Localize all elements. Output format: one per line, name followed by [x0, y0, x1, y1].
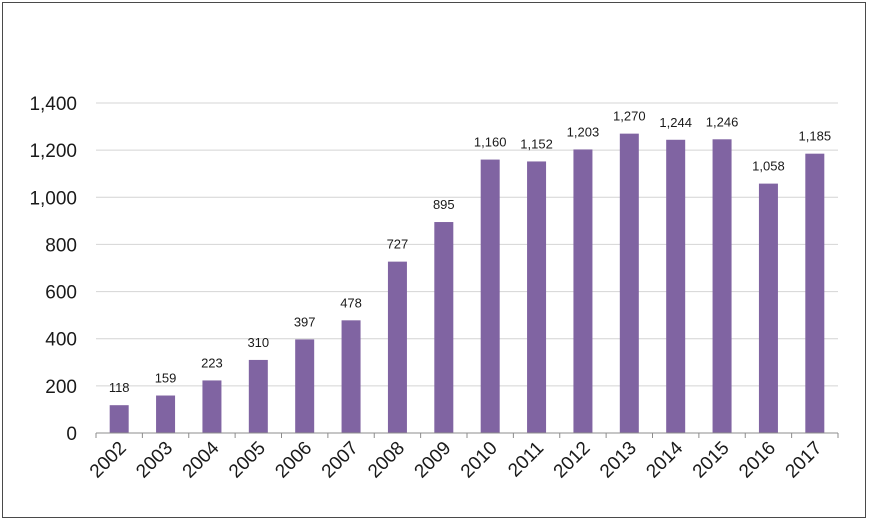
data-label-2004: 223	[201, 355, 223, 370]
data-label-2009: 895	[433, 197, 455, 212]
y-tick-label: 200	[45, 377, 77, 398]
bar-2005	[248, 359, 268, 433]
x-tick-label-2015: 2015	[689, 438, 734, 483]
x-axis-ticks: 2002 2003 2004 2005 2006 2007 2008 2009 2010 2011…	[86, 437, 826, 482]
data-label-2011: 1,152	[520, 136, 553, 151]
data-label-2005: 310	[247, 335, 269, 350]
x-tick-label-2011: 2011	[504, 438, 548, 482]
bar-2010	[480, 159, 500, 434]
data-label-2014: 1,244	[659, 115, 692, 130]
data-label-2003: 159	[155, 371, 177, 386]
x-tick-label-2002: 2002	[86, 438, 131, 483]
data-label-2002: 118	[109, 380, 130, 395]
y-tick-label: 1,200	[29, 141, 77, 162]
bars	[109, 133, 825, 434]
bar-2016	[758, 183, 778, 433]
bar-2008	[387, 261, 407, 433]
x-tick-label-2010: 2010	[457, 438, 502, 483]
x-tick-label-2014: 2014	[642, 437, 687, 482]
data-label-2006: 397	[294, 314, 316, 329]
data-label-2012: 1,203	[567, 124, 600, 139]
y-tick-label: 800	[45, 235, 77, 256]
x-tick-label-2006: 2006	[271, 438, 316, 483]
data-label-2016: 1,058	[752, 159, 785, 174]
x-tick-label-2008: 2008	[364, 438, 409, 483]
data-label-2015: 1,246	[706, 114, 739, 129]
x-tick-label-2013: 2013	[596, 438, 641, 483]
bar-2007	[341, 320, 361, 433]
data-label-2017: 1,185	[799, 129, 832, 144]
x-tick-label-2009: 2009	[411, 438, 456, 483]
bar-2011	[527, 161, 547, 433]
bar-2006	[295, 339, 315, 433]
bar-2009	[434, 222, 454, 433]
x-tick-label-2005: 2005	[225, 438, 270, 483]
x-tick-label-2007: 2007	[318, 438, 363, 483]
y-tick-label: 1,000	[29, 188, 77, 209]
x-tick-label-2004: 2004	[179, 437, 224, 482]
bar-2004	[202, 380, 222, 433]
x-tick-label-2017: 2017	[782, 438, 827, 483]
y-axis-ticks: 0 200 400 600 800 1,000 1,200 1,400	[29, 94, 77, 445]
data-label-2008: 727	[387, 237, 409, 252]
x-axis	[95, 432, 839, 438]
y-tick-label: 600	[45, 283, 77, 304]
data-label-2010: 1,160	[474, 135, 507, 150]
bar-2002	[109, 405, 129, 433]
data-label-2013: 1,270	[613, 109, 646, 124]
y-tick-label: 0	[66, 424, 77, 445]
data-label-2007: 478	[340, 295, 362, 310]
x-tick-label-2016: 2016	[735, 438, 780, 483]
x-tick-label-2003: 2003	[132, 438, 177, 483]
bar-2017	[805, 153, 825, 433]
y-tick-label: 1,400	[29, 94, 77, 115]
bar-2014	[666, 139, 686, 433]
bar-2013	[619, 133, 639, 433]
bar-2012	[573, 149, 593, 433]
x-tick-label-2012: 2012	[550, 438, 595, 483]
bar-2015	[712, 139, 732, 434]
data-labels: 118 159 223 310 397 478 727 895 1,160 1,152 1,203 1…	[109, 109, 831, 396]
y-tick-label: 400	[45, 330, 77, 351]
bar-2003	[156, 395, 176, 433]
